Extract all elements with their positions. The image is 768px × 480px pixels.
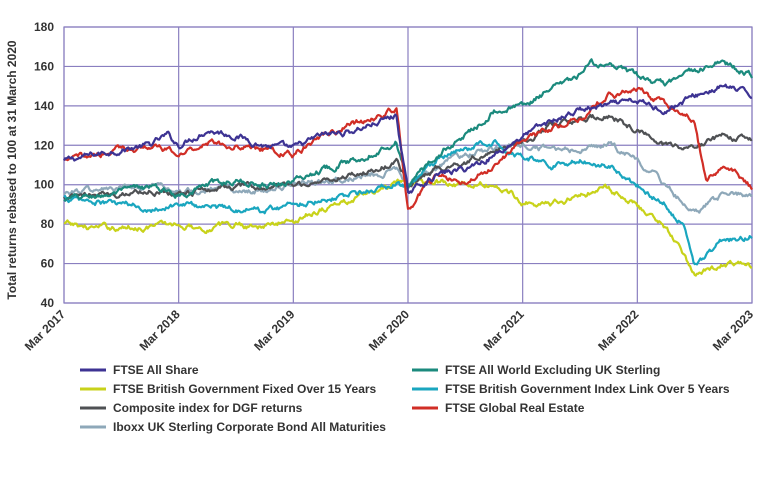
legend-label: Composite index for DGF returns bbox=[113, 401, 303, 415]
y-tick-label: 40 bbox=[41, 296, 55, 310]
y-tick-label: 120 bbox=[34, 138, 54, 152]
y-axis-label: Total returns rebased to 100 at 31 March… bbox=[5, 40, 19, 300]
x-tick-label: Mar 2019 bbox=[251, 307, 297, 353]
legend: FTSE All Share FTSE All World Excluding U… bbox=[80, 363, 730, 434]
y-tick-label: 180 bbox=[34, 20, 54, 34]
x-tick-label: Mar 2022 bbox=[595, 307, 641, 353]
legend-label: FTSE Global Real Estate bbox=[445, 401, 585, 415]
y-tick-label: 160 bbox=[34, 59, 54, 73]
y-tick-label: 100 bbox=[34, 178, 54, 192]
x-tick-label: Mar 2020 bbox=[366, 307, 412, 353]
y-tick-label: 60 bbox=[41, 257, 55, 271]
y-tick-label: 80 bbox=[41, 217, 55, 231]
legend-label: FTSE All Share bbox=[113, 363, 199, 377]
x-tick-label: Mar 2023 bbox=[710, 307, 756, 353]
series-lines bbox=[63, 58, 753, 277]
legend-label: FTSE All World Excluding UK Sterling bbox=[445, 363, 660, 377]
grid bbox=[63, 26, 753, 304]
series-line-5 bbox=[63, 86, 753, 210]
x-tick-label: Mar 2018 bbox=[137, 307, 183, 353]
plot-frame bbox=[63, 26, 753, 304]
legend-label: FTSE British Government Index Link Over … bbox=[445, 382, 730, 396]
y-tick-label: 140 bbox=[34, 99, 54, 113]
legend-label: FTSE British Government Fixed Over 15 Ye… bbox=[113, 382, 377, 396]
x-tick-label: Mar 2017 bbox=[22, 307, 68, 353]
legend-label: Iboxx UK Sterling Corporate Bond All Mat… bbox=[113, 420, 386, 434]
x-tick-label: Mar 2021 bbox=[481, 307, 527, 353]
series-line-0 bbox=[63, 83, 753, 194]
